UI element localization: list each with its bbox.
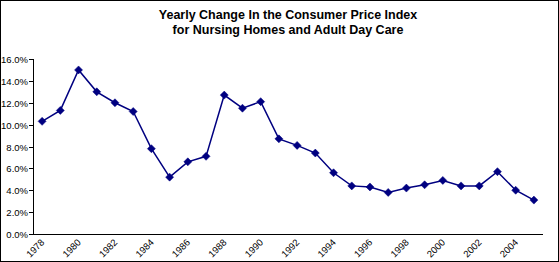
- y-tick: [29, 168, 33, 169]
- data-point: [275, 135, 283, 143]
- x-tick-label: 1996: [352, 237, 375, 260]
- x-tick-label: 1978: [24, 237, 47, 260]
- x-tick-label: 1998: [388, 237, 411, 260]
- x-tick-label: 2000: [425, 237, 448, 260]
- data-point: [439, 176, 447, 184]
- data-point: [384, 188, 392, 196]
- data-point: [111, 99, 119, 107]
- y-tick: [29, 234, 33, 235]
- x-tick-label: 1986: [170, 237, 193, 260]
- x-tick-label: 1982: [97, 237, 120, 260]
- x-tick-label: 2004: [497, 237, 520, 260]
- title-line: Yearly Change In the Consumer Price Inde…: [159, 8, 417, 22]
- data-point: [512, 186, 520, 194]
- data-point: [147, 145, 155, 153]
- plot-area: [38, 66, 538, 204]
- data-point: [348, 182, 356, 190]
- y-tick: [29, 81, 33, 82]
- data-point: [493, 168, 501, 176]
- y-tick-label: 10.0%: [1, 120, 28, 131]
- data-point: [457, 182, 465, 190]
- x-tick-label: 1990: [242, 237, 265, 260]
- y-tick-label: 8.0%: [6, 142, 28, 153]
- data-point: [202, 152, 210, 160]
- x-tick-label: 1988: [206, 237, 229, 260]
- data-point: [93, 88, 101, 96]
- data-point: [38, 117, 46, 125]
- y-tick: [29, 103, 33, 104]
- data-point: [238, 104, 246, 112]
- data-point: [402, 184, 410, 192]
- data-point: [475, 182, 483, 190]
- data-point: [366, 183, 374, 191]
- x-tick-label: 1984: [133, 237, 156, 260]
- y-tick: [29, 190, 33, 191]
- y-tick-label: 2.0%: [6, 207, 28, 218]
- y-tick-label: 6.0%: [6, 163, 28, 174]
- y-tick-label: 14.0%: [1, 76, 28, 87]
- data-point: [293, 141, 301, 149]
- y-tick: [29, 125, 33, 126]
- y-tick: [29, 59, 33, 60]
- y-tick-label: 12.0%: [1, 98, 28, 109]
- y-tick-label: 4.0%: [6, 185, 28, 196]
- y-axis: [33, 59, 34, 234]
- y-tick: [29, 212, 33, 213]
- x-tick-label: 1980: [60, 237, 83, 260]
- y-tick: [29, 147, 33, 148]
- data-point: [75, 66, 83, 74]
- chart: Yearly Change In the Consumer Price Inde…: [0, 0, 559, 262]
- data-point: [421, 181, 429, 189]
- title: Yearly Change In the Consumer Price Inde…: [159, 8, 417, 37]
- data-point: [129, 108, 137, 116]
- data-point: [184, 158, 192, 166]
- data-point: [330, 169, 338, 177]
- data-point: [166, 173, 174, 181]
- chart-frame: [1, 1, 559, 262]
- data-point: [530, 196, 538, 204]
- x-tick-label: 1994: [315, 237, 338, 260]
- series-line: [42, 70, 534, 200]
- y-tick-label: 16.0%: [1, 54, 28, 65]
- y-tick-label: 0.0%: [6, 229, 28, 240]
- data-point: [220, 91, 228, 99]
- x-tick-label: 2002: [461, 237, 484, 260]
- x-tick-label: 1992: [279, 237, 302, 260]
- x-axis: [33, 234, 543, 235]
- title-line: for Nursing Homes and Adult Day Care: [173, 23, 404, 37]
- data-point: [311, 149, 319, 157]
- data-point: [257, 98, 265, 106]
- data-point: [56, 106, 64, 114]
